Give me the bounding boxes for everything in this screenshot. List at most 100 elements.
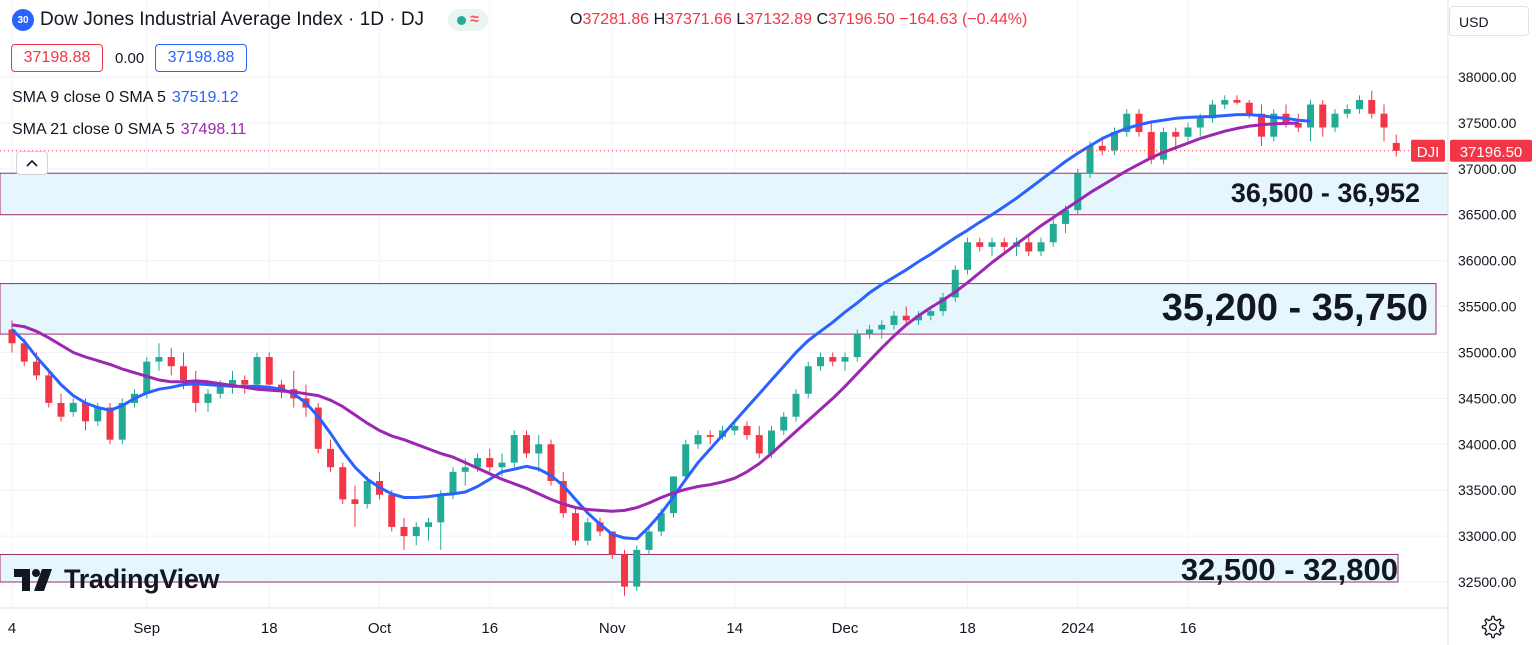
price-tick-label: 38000.00 — [1458, 69, 1517, 85]
buy-price-button[interactable]: 37198.88 — [155, 44, 247, 72]
time-tick-label: Oct — [368, 620, 392, 637]
symbol-title[interactable]: Dow Jones Industrial Average Index · 1D … — [40, 9, 425, 30]
candle-body — [118, 402, 126, 440]
candle-body — [388, 494, 396, 527]
candle-body — [633, 549, 641, 587]
last-price-symbol: DJI — [1417, 144, 1440, 161]
sma21-label: SMA 21 close 0 SMA 5 — [12, 121, 175, 138]
candle-body — [755, 435, 763, 454]
candle-body — [474, 458, 481, 468]
candle-body — [547, 444, 555, 481]
candle-body — [657, 513, 665, 532]
candle-body — [45, 375, 53, 403]
candle-body — [8, 329, 16, 344]
candle-body — [1160, 132, 1167, 160]
candle-body — [682, 444, 690, 477]
price-tick-label: 35000.00 — [1458, 344, 1517, 360]
support-resistance-zone — [0, 283, 1437, 335]
price-axis[interactable]: 32500.00 33000.00 33500.00 34000.00 34500.00… — [1447, 0, 1517, 645]
low-label: L — [736, 11, 746, 28]
candle-body — [927, 311, 935, 316]
candle-body — [1111, 132, 1118, 151]
sma21-value: 37498.11 — [180, 121, 247, 138]
currency-selector[interactable]: USD — [1449, 6, 1529, 36]
candle-body — [829, 357, 837, 362]
time-tick-label: 4 — [8, 620, 16, 637]
candle-body — [253, 357, 261, 385]
sma21-legend[interactable]: SMA 21 close 0 SMA 5 37498.11 — [12, 121, 246, 139]
logo-wordmark: TradingView — [64, 564, 220, 594]
candle-body — [988, 242, 996, 247]
candle-body — [1086, 145, 1094, 174]
close-label: C — [816, 11, 829, 28]
candle-body — [853, 334, 861, 358]
time-tick-label: 2024 — [1061, 620, 1094, 637]
gear-icon[interactable] — [1480, 614, 1506, 640]
candle-body — [437, 494, 445, 523]
candle-body — [1294, 122, 1302, 128]
candle-body — [1331, 113, 1339, 128]
open-value: 37281.86 — [582, 11, 650, 28]
candle-body — [645, 531, 653, 550]
candle-body — [1049, 223, 1057, 243]
candle-body — [1147, 132, 1155, 160]
time-tick-label: 14 — [726, 620, 743, 637]
price-zones — [0, 172, 1449, 583]
time-tick-label: 18 — [959, 620, 976, 637]
candle-body — [915, 315, 922, 321]
candle-body — [449, 471, 457, 495]
low-value: 37132.89 — [745, 11, 813, 28]
candle-body — [621, 554, 628, 587]
sma9-legend[interactable]: SMA 9 close 0 SMA 5 37519.12 — [12, 89, 239, 107]
time-tick-label: 16 — [481, 620, 498, 637]
candle-body — [804, 366, 812, 394]
data-mode-icon: ≈ — [470, 11, 479, 28]
candle-body — [535, 444, 543, 454]
candle-body — [792, 393, 800, 417]
ohlc-values: O37281.86 H37371.66 L37132.89 C37196.50 … — [570, 11, 1027, 29]
time-tick-label: Sep — [133, 620, 160, 637]
price-tick-label: 33500.00 — [1458, 482, 1517, 498]
candle-body — [902, 315, 910, 321]
time-axis[interactable]: 4 Sep 18 Oct 16 Nov 14 Dec 18 2024 16 — [0, 607, 1448, 637]
price-tick-label: 34500.00 — [1458, 390, 1517, 406]
sell-price-button[interactable]: 37198.88 — [11, 44, 103, 72]
candle-body — [278, 384, 285, 390]
zone-labels: 36,500 - 36,952 35,200 - 35,750 32,500 - 3… — [1162, 178, 1428, 587]
zone-label: 35,200 - 35,750 — [1162, 287, 1428, 329]
candle-body — [1025, 242, 1033, 252]
candle-body — [400, 526, 408, 537]
time-tick-label: Nov — [599, 620, 626, 637]
tradingview-logo-icon — [14, 568, 52, 591]
candle-body — [204, 393, 212, 403]
price-tick-label: 35500.00 — [1458, 299, 1517, 315]
candle-body — [878, 324, 886, 330]
market-status-pill[interactable]: ≈ — [448, 9, 488, 31]
open-label: O — [570, 11, 583, 28]
candle-body — [155, 357, 163, 362]
candle-body — [817, 357, 824, 367]
candle-body — [1196, 118, 1204, 128]
candle-body — [596, 522, 604, 532]
candle-body — [1098, 145, 1106, 151]
candle-body — [1233, 99, 1241, 103]
candle-body — [57, 402, 65, 417]
candle-body — [1221, 99, 1229, 105]
candle-body — [1392, 142, 1400, 151]
candle-body — [1380, 113, 1388, 128]
candle-body — [608, 531, 616, 555]
candle-body — [976, 242, 984, 247]
candle-body — [768, 430, 775, 454]
sma21-line — [11, 121, 1299, 513]
candle-body — [731, 425, 739, 431]
collapse-legend-button[interactable] — [16, 151, 48, 175]
candle-body — [572, 513, 579, 541]
candle-body — [69, 402, 77, 413]
candle-body — [890, 315, 898, 325]
price-tick-label: 36500.00 — [1458, 207, 1517, 223]
symbol-header[interactable]: 30 Dow Jones Industrial Average Index · … — [12, 9, 488, 31]
time-tick-label: Dec — [832, 620, 859, 637]
candle-body — [461, 467, 469, 472]
candle-body — [229, 380, 236, 385]
